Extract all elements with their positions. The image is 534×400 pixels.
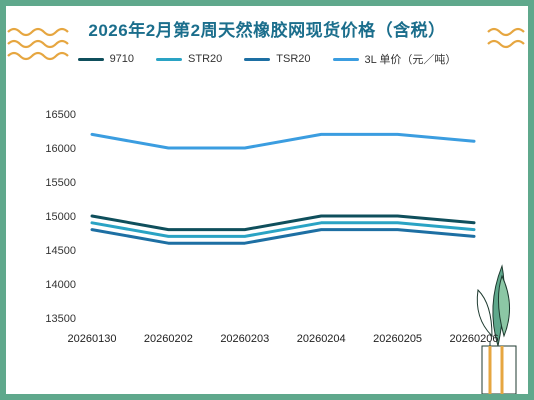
- legend: 9710 STR20 TSR20 3L 单价（元／吨）: [6, 51, 528, 67]
- y-tick-label: 14000: [45, 279, 76, 291]
- x-tick-label: 20260203: [220, 333, 269, 345]
- x-tick-label: 20260205: [373, 333, 422, 345]
- legend-item-3: 3L 单价（元／吨）: [332, 51, 457, 67]
- x-tick-label: 20260206: [450, 333, 499, 345]
- y-axis: 13500 14000 14500 15000 15500 16000 16500: [45, 109, 76, 325]
- series-line-0: [90, 214, 476, 232]
- chart-title: 2026年2月第2周天然橡胶网现货价格（含税）: [88, 21, 446, 40]
- series-group: [90, 132, 476, 245]
- y-tick-label: 13500: [45, 313, 76, 325]
- legend-swatch: [244, 57, 271, 61]
- legend-swatch: [332, 57, 359, 61]
- series-line-2: [90, 228, 476, 245]
- x-axis: 20260130 20260202 20260203 20260204 20260205…: [68, 333, 499, 345]
- wave-decoration-right: [487, 27, 525, 49]
- line-chart: 13500 14000 14500 15000 15500 16000 16500 2026…: [7, 27, 525, 394]
- legend-label: STR20: [188, 53, 223, 65]
- y-tick-label: 16500: [45, 109, 76, 121]
- legend-item-0: 9710: [77, 51, 135, 67]
- y-tick-label: 16000: [45, 143, 76, 155]
- y-tick-label: 14500: [45, 245, 76, 257]
- legend-item-2: TSR20: [244, 51, 311, 67]
- legend-swatch: [77, 57, 104, 61]
- y-tick-label: 15000: [45, 211, 76, 223]
- legend-label: 9710: [109, 53, 135, 65]
- series-line-3: [90, 132, 476, 150]
- series-line-1: [90, 221, 476, 238]
- x-tick-label: 20260202: [144, 333, 193, 345]
- y-tick-label: 15500: [45, 177, 76, 189]
- legend-label: 3L 单价（元／吨）: [364, 54, 457, 66]
- legend-item-1: STR20: [156, 51, 222, 67]
- legend-label: TSR20: [276, 53, 311, 65]
- legend-swatch: [156, 57, 183, 61]
- plant-decoration: [476, 264, 517, 394]
- x-tick-label: 20260130: [68, 333, 117, 345]
- wave-decoration-left: [7, 27, 69, 61]
- x-tick-label: 20260204: [297, 333, 346, 345]
